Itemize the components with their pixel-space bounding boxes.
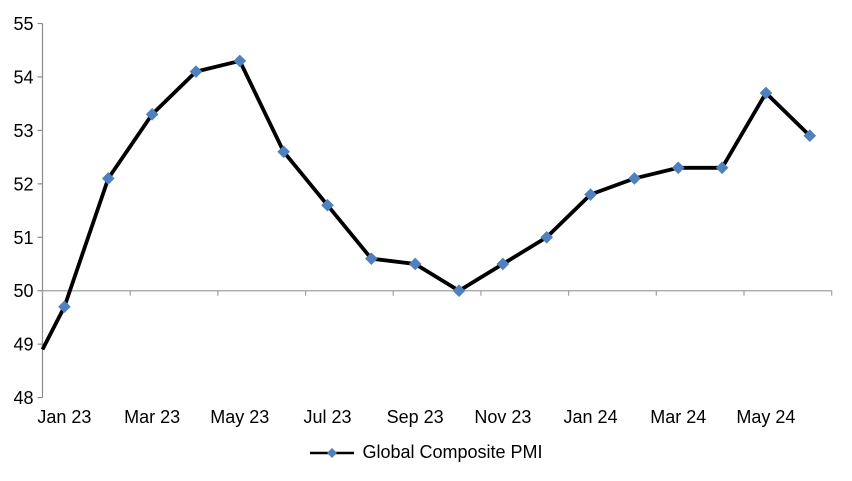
x-axis-tick-label: Mar 23 [124,407,180,427]
x-axis-tick-label: Sep 23 [387,407,444,427]
data-point-marker [496,257,510,271]
pmi-series-line [40,58,812,351]
data-point-marker [189,65,203,78]
y-axis-tick-label: 54 [13,67,33,87]
x-axis-tick-label: Jul 23 [303,407,351,427]
x-axis-tick-label: May 23 [210,407,269,427]
data-point-marker [759,86,773,100]
data-point-marker [145,108,159,121]
y-axis-tick-label: 49 [13,335,33,355]
data-point-marker [233,54,247,68]
legend: Global Composite PMI [0,442,852,463]
data-point-marker [671,161,685,175]
data-point-marker [408,257,422,271]
x-axis-tick-label: Jan 24 [564,407,618,427]
data-point-marker [277,145,290,159]
data-point-marker [803,129,817,143]
x-axis-tick-label: Jan 23 [37,407,91,427]
y-axis-tick-label: 53 [13,121,33,141]
y-axis-tick-label: 55 [13,14,33,34]
data-point-marker [715,161,729,175]
data-point-marker [628,172,641,185]
data-point-marker [452,284,466,298]
y-axis-tick-label: 51 [13,228,33,248]
data-point-marker [365,252,378,265]
y-axis-tick-label: 50 [13,281,33,301]
x-axis-tick-label: Nov 23 [474,407,531,427]
legend-line-marker-icon [310,447,355,458]
y-axis-tick-label: 48 [13,388,33,408]
data-point-marker [540,230,554,244]
x-axis-tick-label: May 24 [736,407,795,427]
data-point-marker [101,172,115,185]
data-point-marker [584,188,597,201]
x-axis-tick-label: Mar 24 [650,407,706,427]
data-point-marker [58,300,71,314]
legend-label: Global Composite PMI [362,442,543,462]
data-point-marker [321,198,334,212]
y-axis-tick-label: 52 [13,174,33,194]
